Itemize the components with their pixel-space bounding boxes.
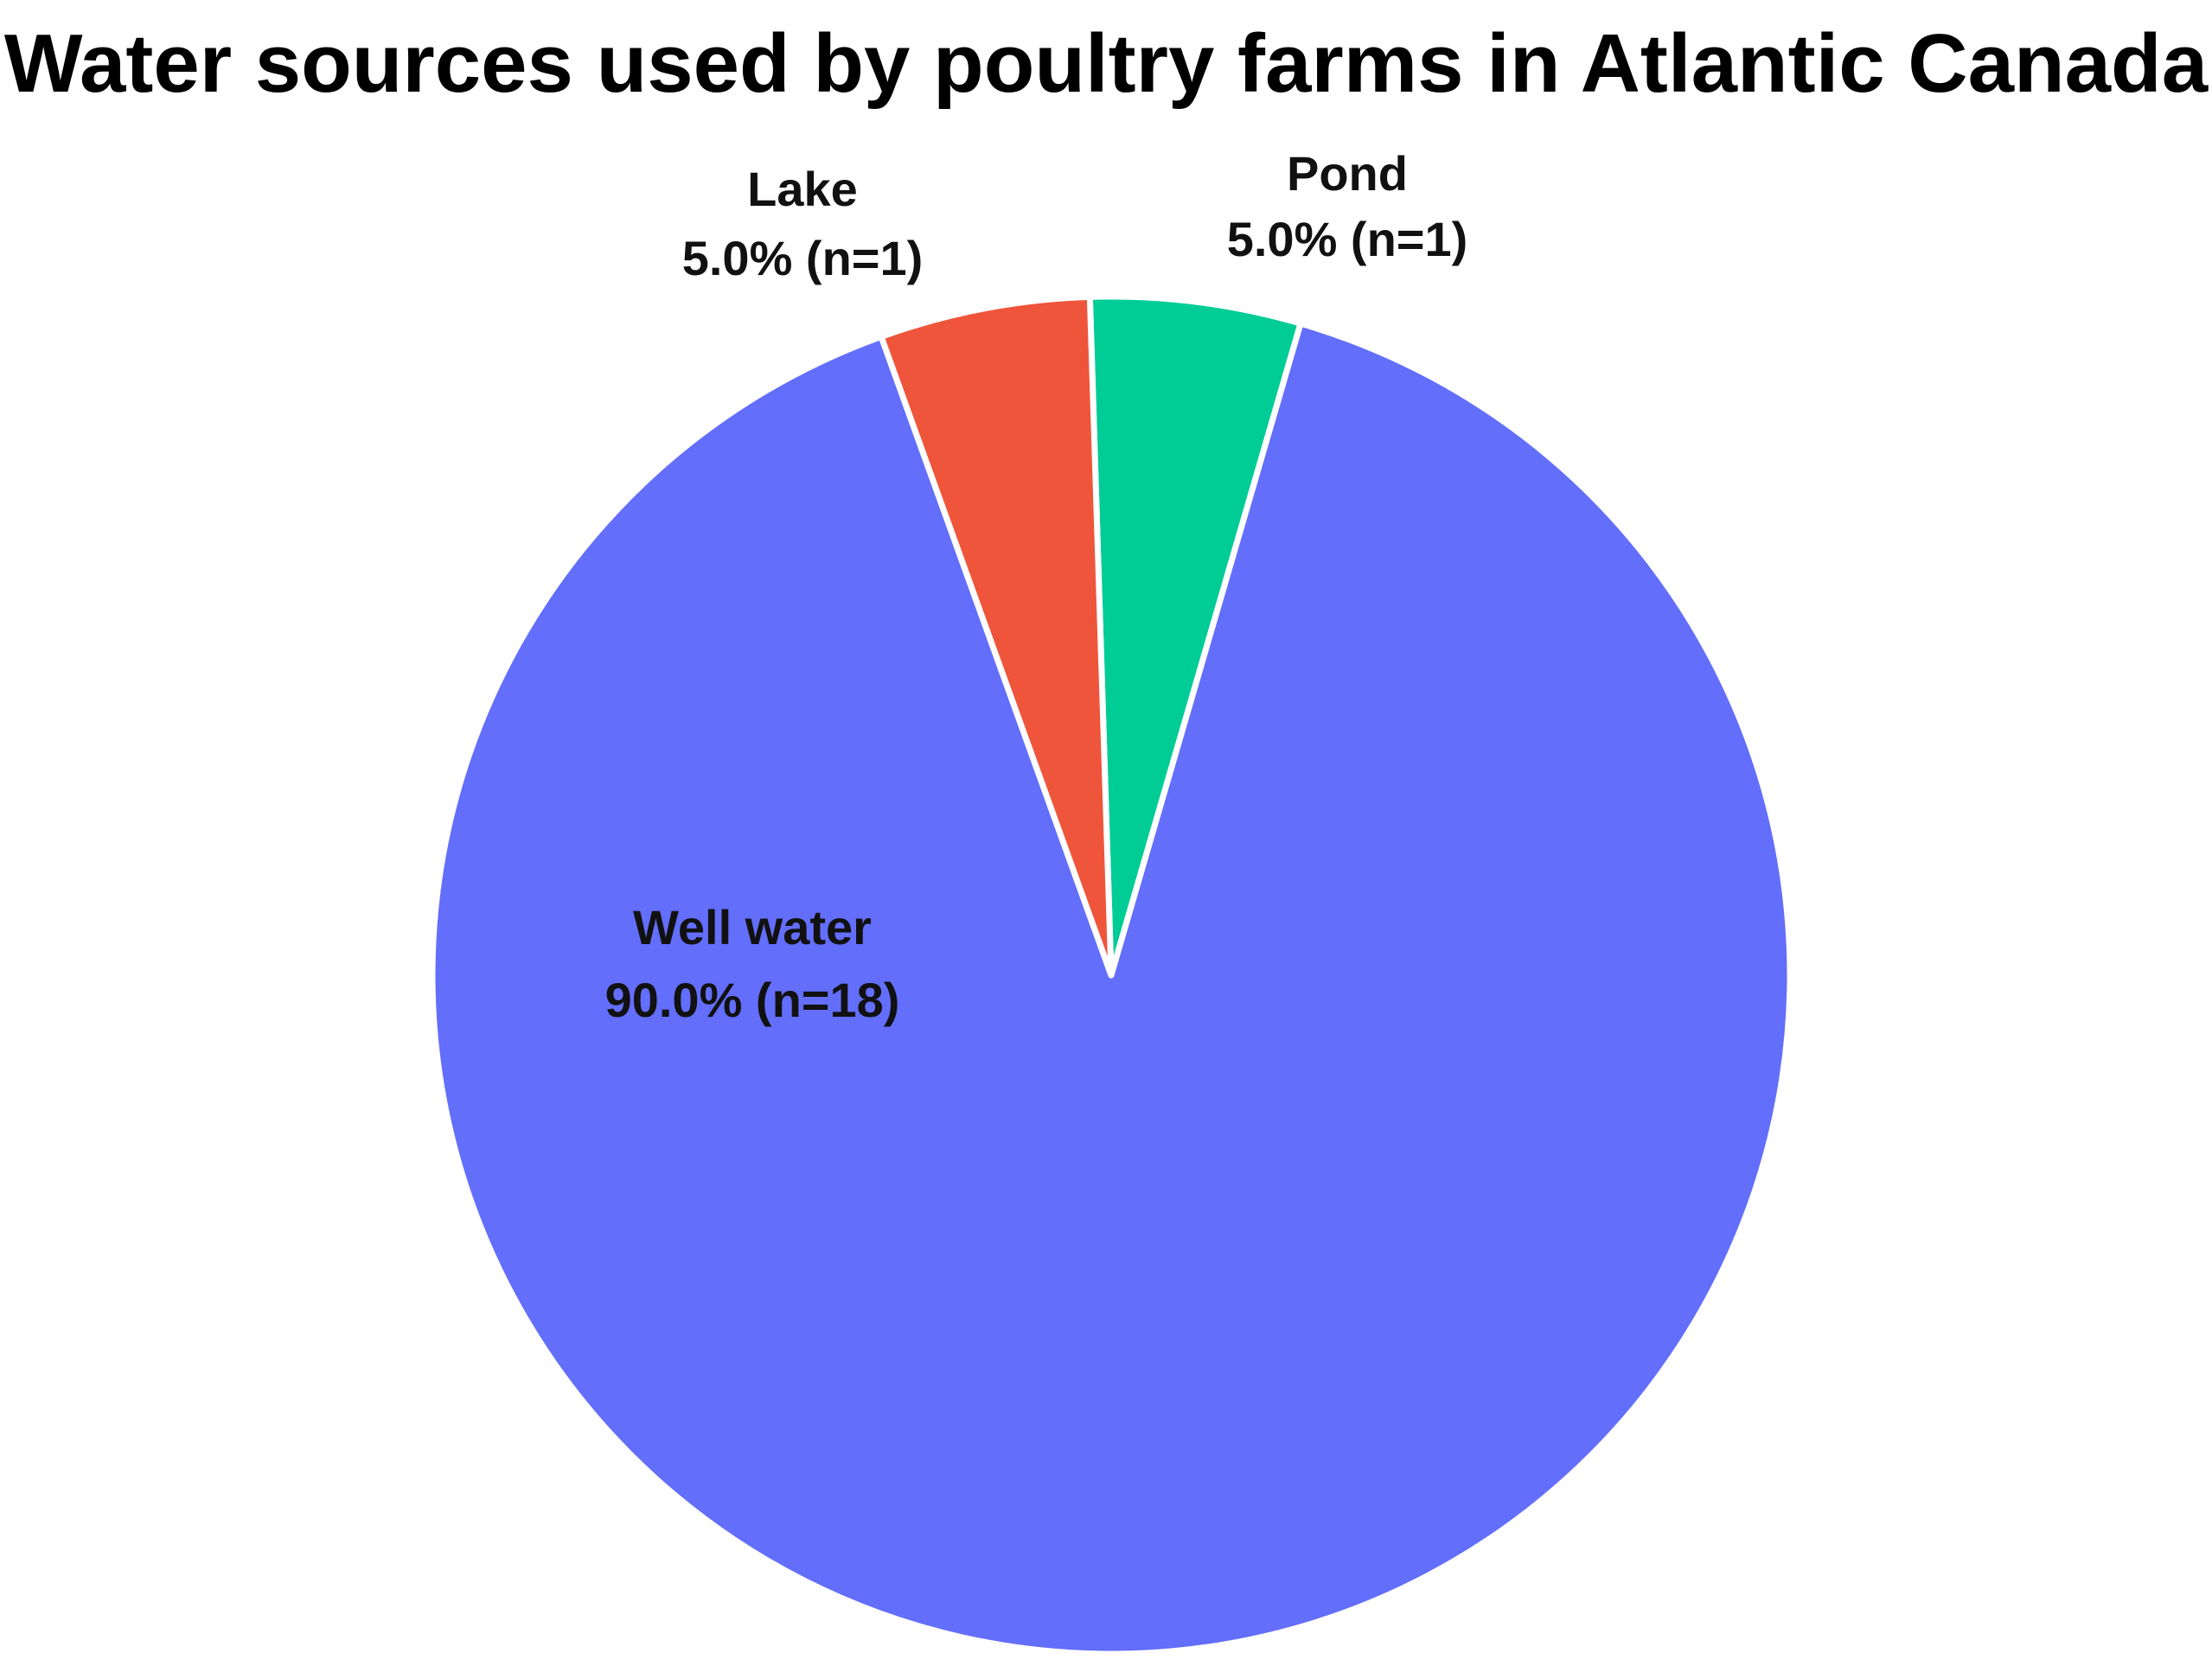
- chart-title: Water sources used by poultry farms in A…: [3, 17, 2209, 110]
- slice-label-well-water: Well water: [633, 900, 872, 954]
- slice-label-pond: Pond: [1287, 146, 1408, 201]
- pie-slice-well-water: [429, 320, 1793, 1657]
- slice-label-lake: Lake: [747, 162, 858, 216]
- slice-value-well-water: 90.0% (n=18): [605, 973, 900, 1027]
- pie-slices: [429, 293, 1793, 1657]
- pie-slice-lake: [878, 293, 1115, 979]
- pie-slice-pond: [1086, 293, 1304, 979]
- slice-value-lake: 5.0% (n=1): [682, 231, 924, 285]
- pie-labels: Pond 5.0% (n=1) Well water 90.0% (n=18) Lake…: [605, 146, 1468, 1027]
- slice-value-pond: 5.0% (n=1): [1227, 212, 1468, 266]
